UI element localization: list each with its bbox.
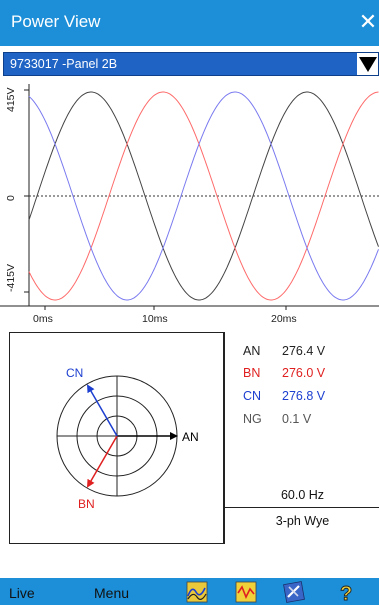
reading-cn: CN 276.8 V xyxy=(226,389,379,409)
window-title: Power View xyxy=(11,12,101,31)
phasor-bn-label: BN xyxy=(78,497,95,511)
title-bar: Power View ✕ xyxy=(0,0,379,46)
bottom-toolbar: Live Menu ? xyxy=(0,578,379,605)
phasor-cn-vector xyxy=(86,384,118,437)
phasor-canvas: AN BN CN xyxy=(56,366,199,511)
reading-ng: NG 0.1 V xyxy=(226,412,379,432)
svg-text:?: ? xyxy=(340,583,352,603)
live-button[interactable]: Live xyxy=(9,585,35,601)
reading-ng-value: 0.1 V xyxy=(282,412,312,426)
y-bottom-label: -415V xyxy=(5,263,17,292)
device-selected-value: 9733017 -Panel 2B xyxy=(10,57,118,71)
menu-button[interactable]: Menu xyxy=(94,585,130,601)
wiring-config: 3-ph Wye xyxy=(275,514,330,528)
reading-an: AN 276.4 V xyxy=(226,344,379,364)
waveform-an xyxy=(28,91,379,301)
phasor-an-label: AN xyxy=(182,430,199,444)
device-dropdown[interactable]: 9733017 -Panel 2B xyxy=(3,52,379,76)
phasor-diagram: AN BN CN xyxy=(9,332,224,544)
reading-ng-label: NG xyxy=(243,412,262,426)
close-icon[interactable]: ✕ xyxy=(358,9,378,34)
harmonics-icon[interactable] xyxy=(235,581,257,603)
waveform-canvas xyxy=(0,84,379,310)
x-label-20ms: 20ms xyxy=(271,313,297,325)
chevron-down-icon xyxy=(359,57,377,72)
tools-icon[interactable] xyxy=(283,581,305,603)
waveform-view-icon[interactable] xyxy=(186,581,208,603)
panel-divider xyxy=(224,332,225,544)
reading-cn-value: 276.8 V xyxy=(282,389,326,403)
dropdown-toggle[interactable] xyxy=(357,53,378,75)
reading-bn-value: 276.0 V xyxy=(282,366,326,380)
waveform-plot: 415V 0 -415V 0ms 10ms 20ms xyxy=(0,80,379,332)
reading-bn-label: BN xyxy=(243,366,261,380)
reading-cn-label: CN xyxy=(243,389,262,403)
frequency-value: 60.0 Hz xyxy=(280,488,325,502)
x-label-0ms: 0ms xyxy=(33,313,53,325)
reading-bn: BN 276.0 V xyxy=(226,366,379,386)
reading-an-value: 276.4 V xyxy=(282,344,326,358)
phasor-bn-vector xyxy=(86,435,118,488)
reading-an-label: AN xyxy=(243,344,261,358)
x-label-10ms: 10ms xyxy=(142,313,168,325)
waveform-bn xyxy=(28,91,379,301)
readings-divider xyxy=(224,507,379,508)
waveform-cn xyxy=(28,91,379,301)
y-top-label: 415V xyxy=(5,87,17,112)
help-icon[interactable]: ? xyxy=(336,581,358,605)
phasor-cn-label: CN xyxy=(66,366,83,380)
y-zero-label: 0 xyxy=(5,195,17,201)
